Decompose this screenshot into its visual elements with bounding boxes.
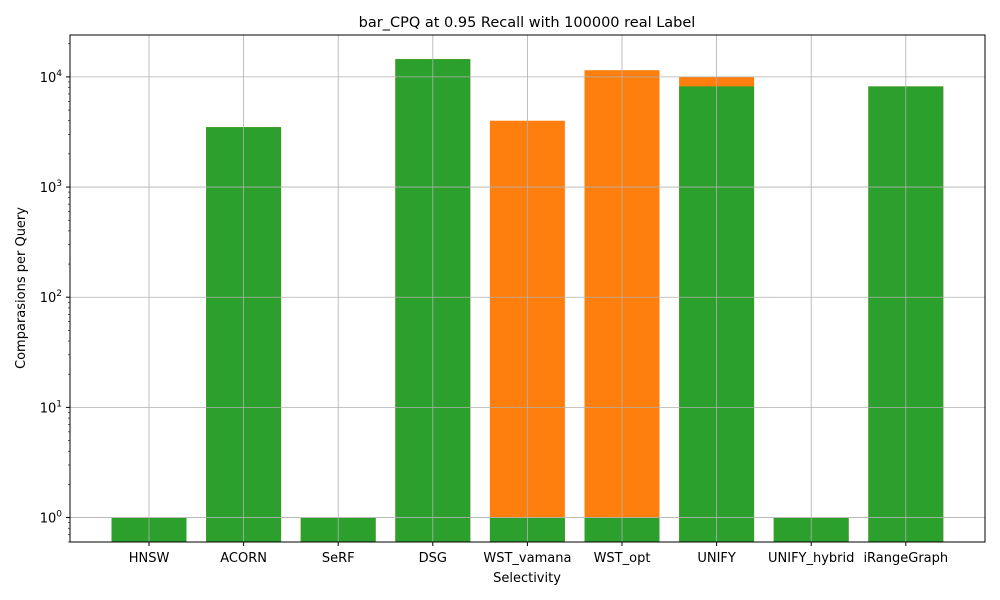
x-tick-label-DSG: DSG bbox=[419, 551, 447, 566]
x-tick-label-ACORN: ACORN bbox=[220, 551, 267, 566]
x-tick-label-SeRF: SeRF bbox=[322, 551, 355, 566]
x-axis-label: Selectivity bbox=[493, 571, 561, 586]
x-tick-label-WST_vamana: WST_vamana bbox=[483, 551, 571, 566]
x-tick-label-UNIFY_hybrid: UNIFY_hybrid bbox=[768, 551, 854, 566]
y-tick-label: 100 bbox=[40, 510, 63, 527]
y-axis-label: Comparasions per Query bbox=[14, 207, 29, 369]
y-tick-label: 102 bbox=[40, 289, 62, 306]
x-tick-label-WST_opt: WST_opt bbox=[594, 551, 651, 566]
y-axis-ticks: 100 101 102 103 104 bbox=[40, 43, 70, 543]
grid-layer bbox=[70, 35, 985, 542]
y-tick-label: 101 bbox=[40, 399, 62, 416]
x-tick-label-iRangeGraph: iRangeGraph bbox=[863, 551, 948, 566]
chart-title: bar_CPQ at 0.95 Recall with 100000 real … bbox=[359, 15, 696, 31]
x-tick-label-UNIFY: UNIFY bbox=[697, 551, 736, 566]
x-axis-ticks: HNSW ACORN SeRF DSG WST_vamana WST_opt UNIFY UN… bbox=[129, 542, 948, 566]
y-tick-label: 104 bbox=[40, 69, 63, 86]
x-tick-label-HNSW: HNSW bbox=[129, 551, 170, 566]
y-tick-label: 103 bbox=[40, 179, 62, 196]
